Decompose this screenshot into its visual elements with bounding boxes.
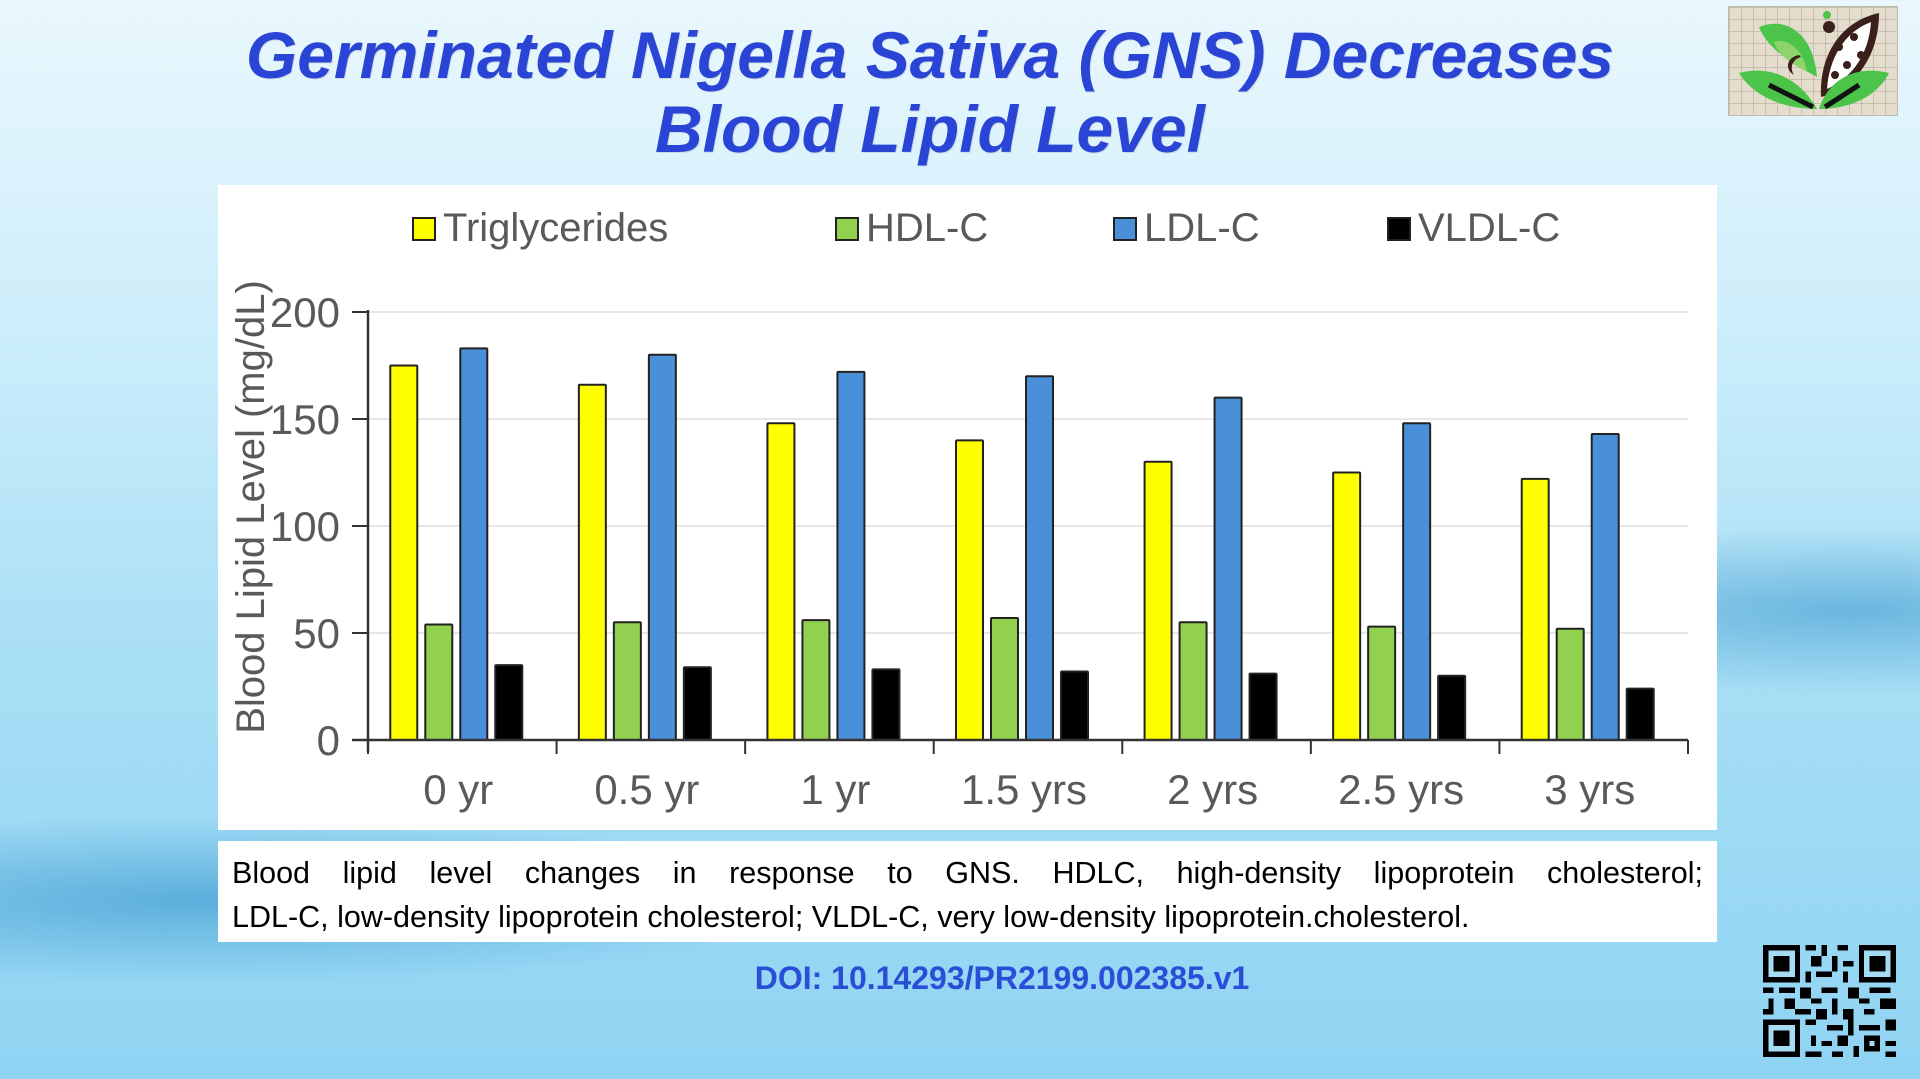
bar-triglycerides-2-5-yrs xyxy=(1332,471,1362,741)
chart-panel: 0 50 100 150 200 0 yr 0.5 yr 1 yr 1.5 yrs 2 yrs 2.… xyxy=(218,185,1717,830)
bar-vldl-c-3-yrs xyxy=(1625,687,1655,742)
axes xyxy=(352,310,1689,754)
bar-triglycerides-2-yrs xyxy=(1143,460,1173,741)
title-line-1: Germinated Nigella Sativa (GNS) Decrease… xyxy=(245,18,1615,92)
bar-hdl-c-3-yrs xyxy=(1555,627,1585,741)
bar-ldl-c-3-yrs xyxy=(1590,432,1620,741)
bar-triglycerides-0-yr xyxy=(389,364,419,741)
qr-code-icon[interactable] xyxy=(1763,945,1896,1057)
x-tick-label: 2.5 yrs xyxy=(1338,766,1464,813)
bar-vldl-c-0-yr xyxy=(494,664,524,742)
legend-swatch xyxy=(1387,217,1411,241)
x-tick-label: 0.5 yr xyxy=(594,766,699,813)
y-axis-label: Blood Lipid Level (mg/dL) xyxy=(229,280,273,734)
bar-ldl-c-0-yr xyxy=(459,347,489,741)
y-tick-label: 100 xyxy=(270,503,340,550)
legend: Triglycerides HDL-C LDL-C VLDL-C xyxy=(412,206,1560,250)
bar-triglycerides-1-5-yrs xyxy=(955,439,984,741)
bar-hdl-c-1-yr xyxy=(801,619,831,741)
bar-hdl-c-0-5-yr xyxy=(612,621,642,741)
slide-title: Germinated Nigella Sativa (GNS) Decrease… xyxy=(150,18,1710,166)
legend-label: HDL-C xyxy=(866,206,988,250)
bar-ldl-c-1-yr xyxy=(836,370,866,741)
caption-line-2: LDL-C, low-density lipoprotein cholester… xyxy=(232,900,1470,934)
leaf-seed-logo-icon xyxy=(1728,6,1898,116)
bar-vldl-c-2-yrs xyxy=(1248,672,1278,741)
legend-swatch xyxy=(1113,217,1137,241)
doi-link[interactable]: DOI: 10.14293/PR2199.002385.v1 xyxy=(754,960,1250,996)
x-tick-label: 1 yr xyxy=(800,766,870,813)
figure-caption: Blood lipid level changes in response to… xyxy=(232,851,1703,939)
y-tick-label: 200 xyxy=(270,289,340,336)
bar-vldl-c-1-yr xyxy=(871,668,901,742)
caption-panel: Blood lipid level changes in response to… xyxy=(218,841,1717,942)
bars xyxy=(389,347,1655,742)
y-tick-label: 50 xyxy=(293,610,340,657)
bar-hdl-c-2-5-yrs xyxy=(1367,625,1397,741)
bar-vldl-c-0-5-yr xyxy=(682,666,712,741)
bar-hdl-c-0-yr xyxy=(424,623,454,741)
bar-hdl-c-1-5-yrs xyxy=(990,617,1019,741)
y-tick-label: 150 xyxy=(270,396,340,443)
x-tick-label: 2 yrs xyxy=(1167,766,1258,813)
legend-swatch xyxy=(412,217,436,241)
legend-label: LDL-C xyxy=(1144,206,1260,250)
legend-label: VLDL-C xyxy=(1418,206,1560,250)
x-tick-label: 0 yr xyxy=(423,766,493,813)
bar-triglycerides-3-yrs xyxy=(1520,477,1550,741)
legend-label: Triglycerides xyxy=(443,206,668,250)
bar-triglycerides-1-yr xyxy=(766,422,796,741)
legend-swatch xyxy=(835,217,859,241)
bar-ldl-c-2-yrs xyxy=(1213,396,1243,741)
x-tick-label: 1.5 yrs xyxy=(961,766,1087,813)
bar-chart: 0 50 100 150 200 0 yr 0.5 yr 1 yr 1.5 yrs 2 yrs 2.… xyxy=(229,206,1689,813)
bar-hdl-c-2-yrs xyxy=(1178,621,1208,741)
bar-vldl-c-2-5-yrs xyxy=(1437,674,1467,741)
bar-ldl-c-2-5-yrs xyxy=(1402,422,1432,741)
bar-triglycerides-0-5-yr xyxy=(577,383,607,741)
x-tick-label: 3 yrs xyxy=(1544,766,1635,813)
bar-vldl-c-1-5-yrs xyxy=(1060,670,1089,741)
title-line-2: Blood Lipid Level xyxy=(654,92,1205,166)
tick-labels: 0 50 100 150 200 0 yr 0.5 yr 1 yr 1.5 yrs 2 yrs 2.… xyxy=(270,289,1635,813)
bar-ldl-c-1-5-yrs xyxy=(1025,375,1054,741)
y-tick-label: 0 xyxy=(317,717,340,764)
bar-ldl-c-0-5-yr xyxy=(647,353,677,742)
caption-line-1: Blood lipid level changes in response to… xyxy=(232,856,1703,890)
